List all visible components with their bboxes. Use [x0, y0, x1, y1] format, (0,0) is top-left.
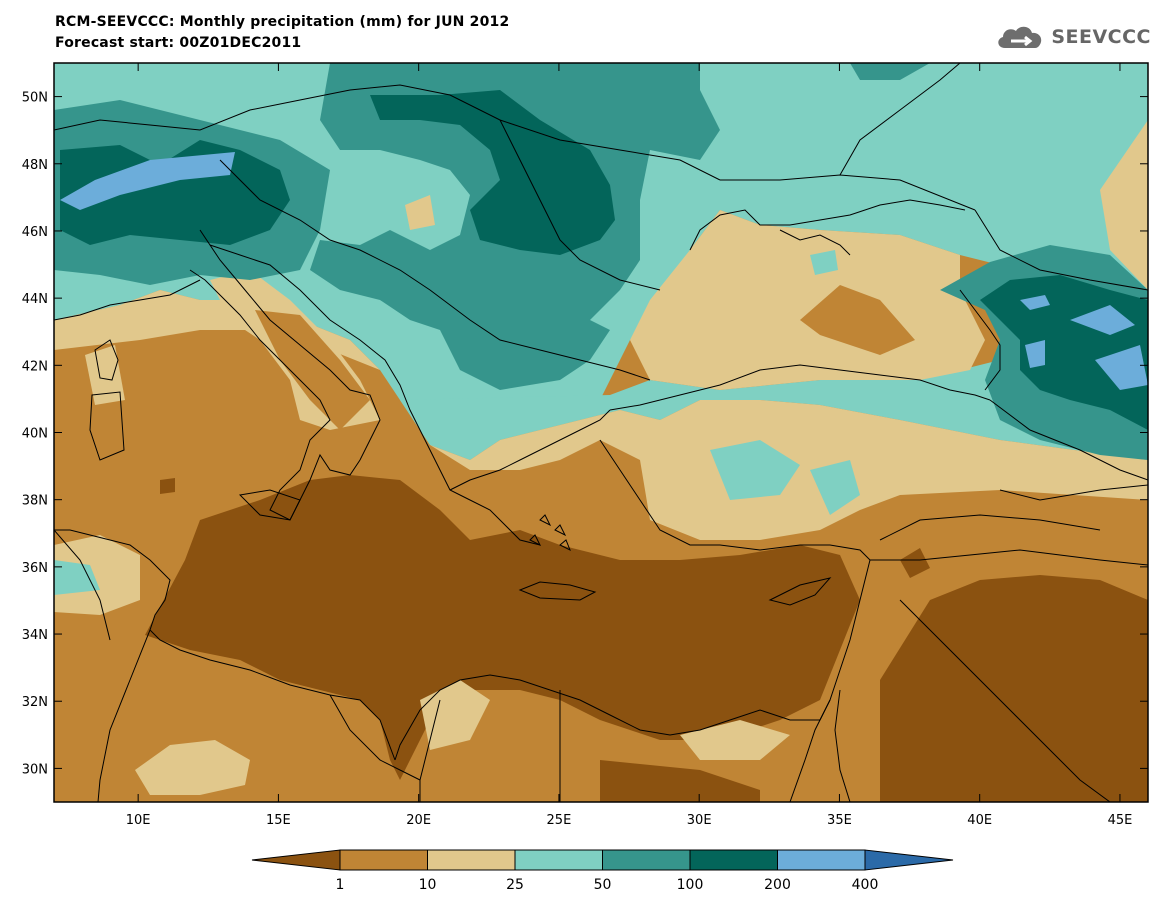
cloud-icon [998, 26, 1042, 48]
map-title: RCM-SEEVCCC: Monthly precipitation (mm) … [55, 14, 510, 30]
colorbar-box [602, 849, 691, 871]
colorbar-box [689, 849, 778, 871]
lon-tick-label: 20E [406, 813, 431, 828]
lat-tick-label: 30N [22, 762, 48, 777]
colorbar-level-label: 100 [677, 877, 704, 893]
colorbar-box [777, 849, 866, 871]
colorbar-min-triangle [251, 849, 341, 871]
lon-tick-label: 10E [126, 813, 151, 828]
colorbar-box [427, 849, 516, 871]
lon-tick-label: 30E [687, 813, 712, 828]
lat-tick-label: 50N [22, 91, 48, 106]
precipitation-field [54, 63, 1148, 802]
lat-tick-label: 38N [22, 494, 48, 509]
colorbar-box [514, 849, 603, 871]
coastlines [54, 63, 1148, 802]
colorbar-level-label: 50 [594, 877, 612, 893]
colorbar: 1 10 25 50 100 200 400 [251, 849, 954, 893]
lat-tick-label: 36N [22, 561, 48, 576]
lat-tick-label: 40N [22, 427, 48, 442]
colorbar-level-label: 200 [764, 877, 791, 893]
lat-tick-label: 34N [22, 628, 48, 643]
lon-tick-label: 25E [547, 813, 572, 828]
lat-tick-label: 46N [22, 225, 48, 240]
lon-tick-label: 45E [1108, 813, 1133, 828]
colorbar-level-label: 1 [336, 877, 345, 893]
forecast-start-label: Forecast start: 00Z01DEC2011 [55, 35, 302, 51]
lat-tick-label: 42N [22, 359, 48, 374]
lat-tick-label: 44N [22, 292, 48, 307]
lon-tick-label: 40E [967, 813, 992, 828]
longitude-axis: 10E 15E 20E 25E 30E 35E 40E 45E [126, 63, 1133, 828]
logo-text: SEEVCCC [1051, 26, 1151, 48]
colorbar-max-triangle [864, 849, 954, 871]
lat-tick-label: 48N [22, 158, 48, 173]
lat-tick-label: 32N [22, 695, 48, 710]
colorbar-level-label: 25 [506, 877, 524, 893]
seevccc-logo: SEEVCCC [995, 22, 1151, 52]
latitude-axis: 50N 48N 46N 44N 42N 40N 38N 36N 34N 32N 30N [22, 91, 1148, 777]
colorbar-box [339, 849, 428, 871]
lon-tick-label: 35E [827, 813, 852, 828]
colorbar-level-label: 10 [419, 877, 437, 893]
colorbar-level-label: 400 [852, 877, 879, 893]
lon-tick-label: 15E [266, 813, 291, 828]
